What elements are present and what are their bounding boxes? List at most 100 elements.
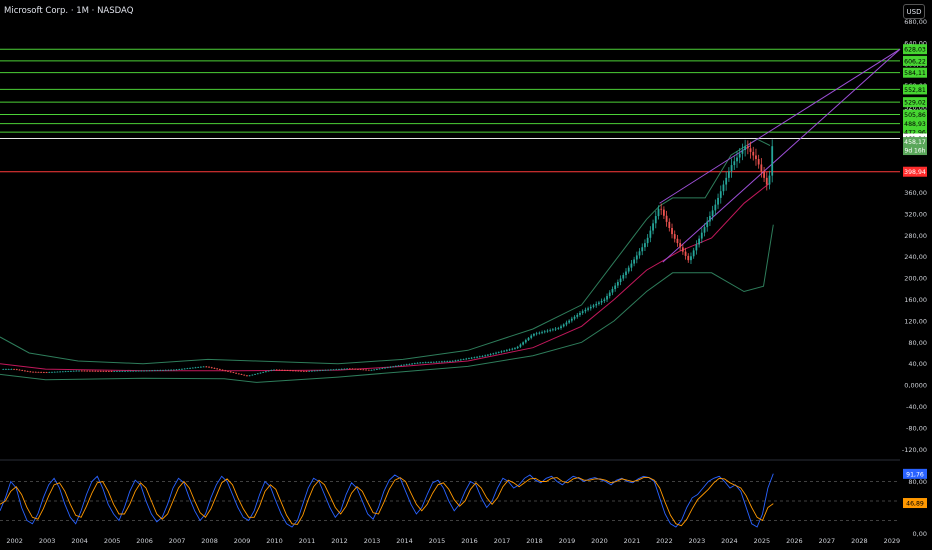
candle-body — [397, 365, 400, 367]
candle-body — [381, 368, 384, 369]
stoch_d-line — [0, 477, 774, 527]
candle-body — [638, 251, 641, 256]
candle-body — [332, 369, 335, 371]
x-tick-label: 2024 — [721, 537, 738, 545]
currency-button[interactable]: USD — [903, 4, 925, 19]
channel-line — [747, 48, 901, 146]
candle-body — [459, 359, 462, 361]
candle-body — [208, 366, 210, 368]
candle-body — [427, 362, 430, 363]
candle-body — [121, 371, 124, 372]
y-tick-label: 160,00 — [904, 296, 927, 304]
candle-body — [511, 348, 514, 350]
candle-body — [738, 153, 741, 158]
candle-body — [18, 369, 21, 371]
candle-body — [88, 370, 91, 372]
time-axis[interactable]: 2002 2003 2004 2005 2006 2007 2008 2009 2010 2011… — [6, 537, 900, 545]
main-price-pane[interactable] — [0, 48, 901, 383]
candle-body — [546, 330, 549, 332]
candle-body — [687, 255, 690, 261]
candle-body — [549, 330, 552, 331]
candle-body — [270, 370, 273, 371]
candle-body — [625, 271, 627, 276]
candle-body — [294, 370, 297, 372]
level-badge: 488,93 — [904, 121, 926, 128]
candle-body — [246, 375, 248, 377]
candle-body — [210, 367, 213, 369]
stoch-k-badge: 91,76 — [906, 471, 924, 478]
oscillator-pane[interactable] — [0, 473, 900, 528]
y-tick-label: 320,00 — [904, 210, 927, 218]
candle-body — [297, 370, 300, 372]
candle-body — [110, 371, 113, 372]
candle-body — [113, 371, 116, 372]
candle-body — [48, 372, 51, 373]
candle-body — [435, 361, 438, 363]
candle-body — [565, 322, 568, 325]
candle-body — [492, 353, 495, 355]
x-tick-label: 2011 — [299, 537, 316, 545]
candle-body — [15, 369, 18, 371]
candle-body — [338, 369, 340, 370]
candle-body — [162, 370, 164, 371]
candle-body — [665, 215, 668, 222]
candle-body — [170, 369, 173, 371]
candle-body — [641, 247, 644, 252]
candle-body — [167, 369, 170, 371]
candle-body — [462, 359, 465, 360]
candle-body — [516, 346, 519, 349]
candle-body — [10, 369, 13, 370]
candle-body — [608, 292, 611, 297]
candle-body — [378, 368, 381, 370]
candle-body — [443, 361, 446, 363]
candle-body — [262, 372, 265, 373]
x-tick-label: 2015 — [429, 537, 446, 545]
candle-body — [221, 369, 224, 371]
stoch_k-line — [0, 473, 774, 528]
candle-body — [660, 208, 663, 210]
candle-body — [527, 337, 530, 341]
candle-body — [316, 370, 319, 372]
candle-body — [164, 369, 167, 371]
candle-body — [59, 371, 62, 373]
price-axis[interactable]: 680,00640,00600,00560,00520,00480,00440,… — [902, 18, 927, 538]
candle-body — [132, 370, 135, 372]
x-tick-label: 2017 — [494, 537, 511, 545]
candle-body — [29, 371, 32, 373]
candle-body — [213, 367, 216, 369]
y-tick-label: 280,00 — [904, 232, 927, 240]
candle-body — [519, 344, 522, 347]
candle-body — [56, 371, 59, 373]
candle-body — [600, 300, 603, 303]
x-tick-label: 2018 — [526, 537, 543, 545]
candle-body — [135, 370, 137, 372]
candle-body — [611, 289, 614, 293]
x-tick-label: 2026 — [786, 537, 803, 545]
x-tick-label: 2009 — [234, 537, 251, 545]
level-badge-bg — [903, 67, 927, 78]
candle-body — [757, 159, 760, 165]
candle-body — [589, 306, 592, 309]
candle-body — [362, 369, 365, 371]
candle-body — [673, 234, 676, 239]
level-badge: 628,03 — [904, 47, 926, 54]
candle-body — [216, 368, 219, 370]
candle-body — [53, 371, 56, 373]
candle-body — [557, 328, 560, 329]
candle-body — [64, 371, 67, 373]
candle-body — [730, 165, 733, 172]
level-badge-bg — [903, 118, 927, 129]
candle-body — [579, 312, 581, 315]
candle-body — [644, 243, 646, 248]
candle-body — [302, 370, 305, 372]
candle-body — [514, 348, 516, 349]
level-badge: 505,86 — [904, 112, 926, 119]
y-tick-label: 520,00 — [904, 103, 927, 111]
candle-body — [370, 369, 373, 371]
moving-average-line — [0, 182, 771, 372]
candle-body — [711, 210, 714, 216]
candle-body — [42, 372, 45, 373]
candle-body — [283, 370, 286, 371]
candle-body — [32, 371, 34, 373]
candle-body — [449, 361, 451, 362]
